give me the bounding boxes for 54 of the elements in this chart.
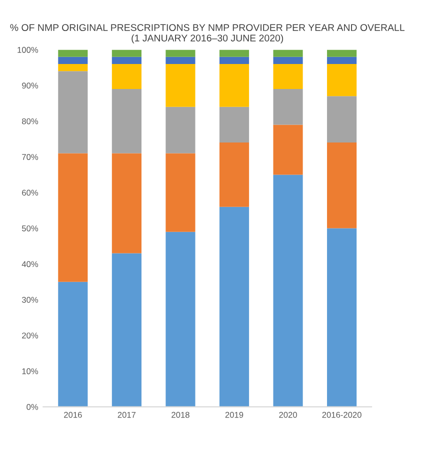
x-tick-label: 2020 <box>279 412 297 418</box>
y-tick-label: 0% <box>26 404 38 410</box>
y-tick-label: 20% <box>22 332 38 338</box>
bar <box>112 89 142 154</box>
bar <box>58 153 88 282</box>
bar <box>166 56 196 64</box>
bar <box>112 153 142 254</box>
bar <box>327 142 357 228</box>
bar <box>273 50 303 57</box>
y-tick-label: 30% <box>22 296 38 303</box>
bar <box>58 56 88 64</box>
bar <box>327 50 357 57</box>
bar <box>112 253 142 407</box>
bar <box>112 64 142 89</box>
chart-title: % OF NMP ORIGINAL PRESCRIPTIONS BY NMP PROVIDER PER YEAR AND OVERALL (1 JANUARY 2016–30 JUNE 2020) <box>10 24 405 44</box>
bar <box>327 228 357 407</box>
bar <box>58 282 88 407</box>
bar <box>166 153 196 232</box>
y-tick-label: 50% <box>22 225 38 232</box>
y-tick-label: 40% <box>22 261 38 268</box>
y-tick-label: 10% <box>22 368 38 374</box>
bar <box>219 64 250 107</box>
bar <box>219 56 250 64</box>
bar <box>58 50 88 57</box>
bar <box>166 64 196 107</box>
y-tick-label: 90% <box>22 82 38 89</box>
bar <box>327 56 357 64</box>
bar <box>58 64 88 72</box>
bar <box>112 56 142 64</box>
x-tick-label: 2016 <box>64 412 82 418</box>
bar <box>273 124 303 175</box>
y-tick-label: 100% <box>18 46 38 53</box>
bar <box>219 50 250 57</box>
bar <box>273 174 303 407</box>
bar <box>219 142 250 207</box>
y-tick-label: 80% <box>22 118 38 124</box>
x-tick-label: 2016-2020 <box>322 412 362 418</box>
bar <box>273 56 303 64</box>
y-tick-label: 70% <box>22 154 38 160</box>
y-tick-label: 60% <box>22 190 38 196</box>
bar <box>327 96 357 143</box>
bar <box>327 64 357 96</box>
bar <box>58 71 88 154</box>
bar <box>166 232 196 407</box>
bar <box>112 50 142 57</box>
x-tick-label: 2017 <box>118 412 136 418</box>
x-tick-label: 2019 <box>225 412 244 418</box>
x-tick-label: 2018 <box>172 412 190 418</box>
bar <box>273 64 303 89</box>
bar <box>166 50 196 57</box>
bar <box>219 206 250 407</box>
bar <box>273 89 303 125</box>
bar <box>219 106 250 143</box>
bar <box>166 106 196 154</box>
